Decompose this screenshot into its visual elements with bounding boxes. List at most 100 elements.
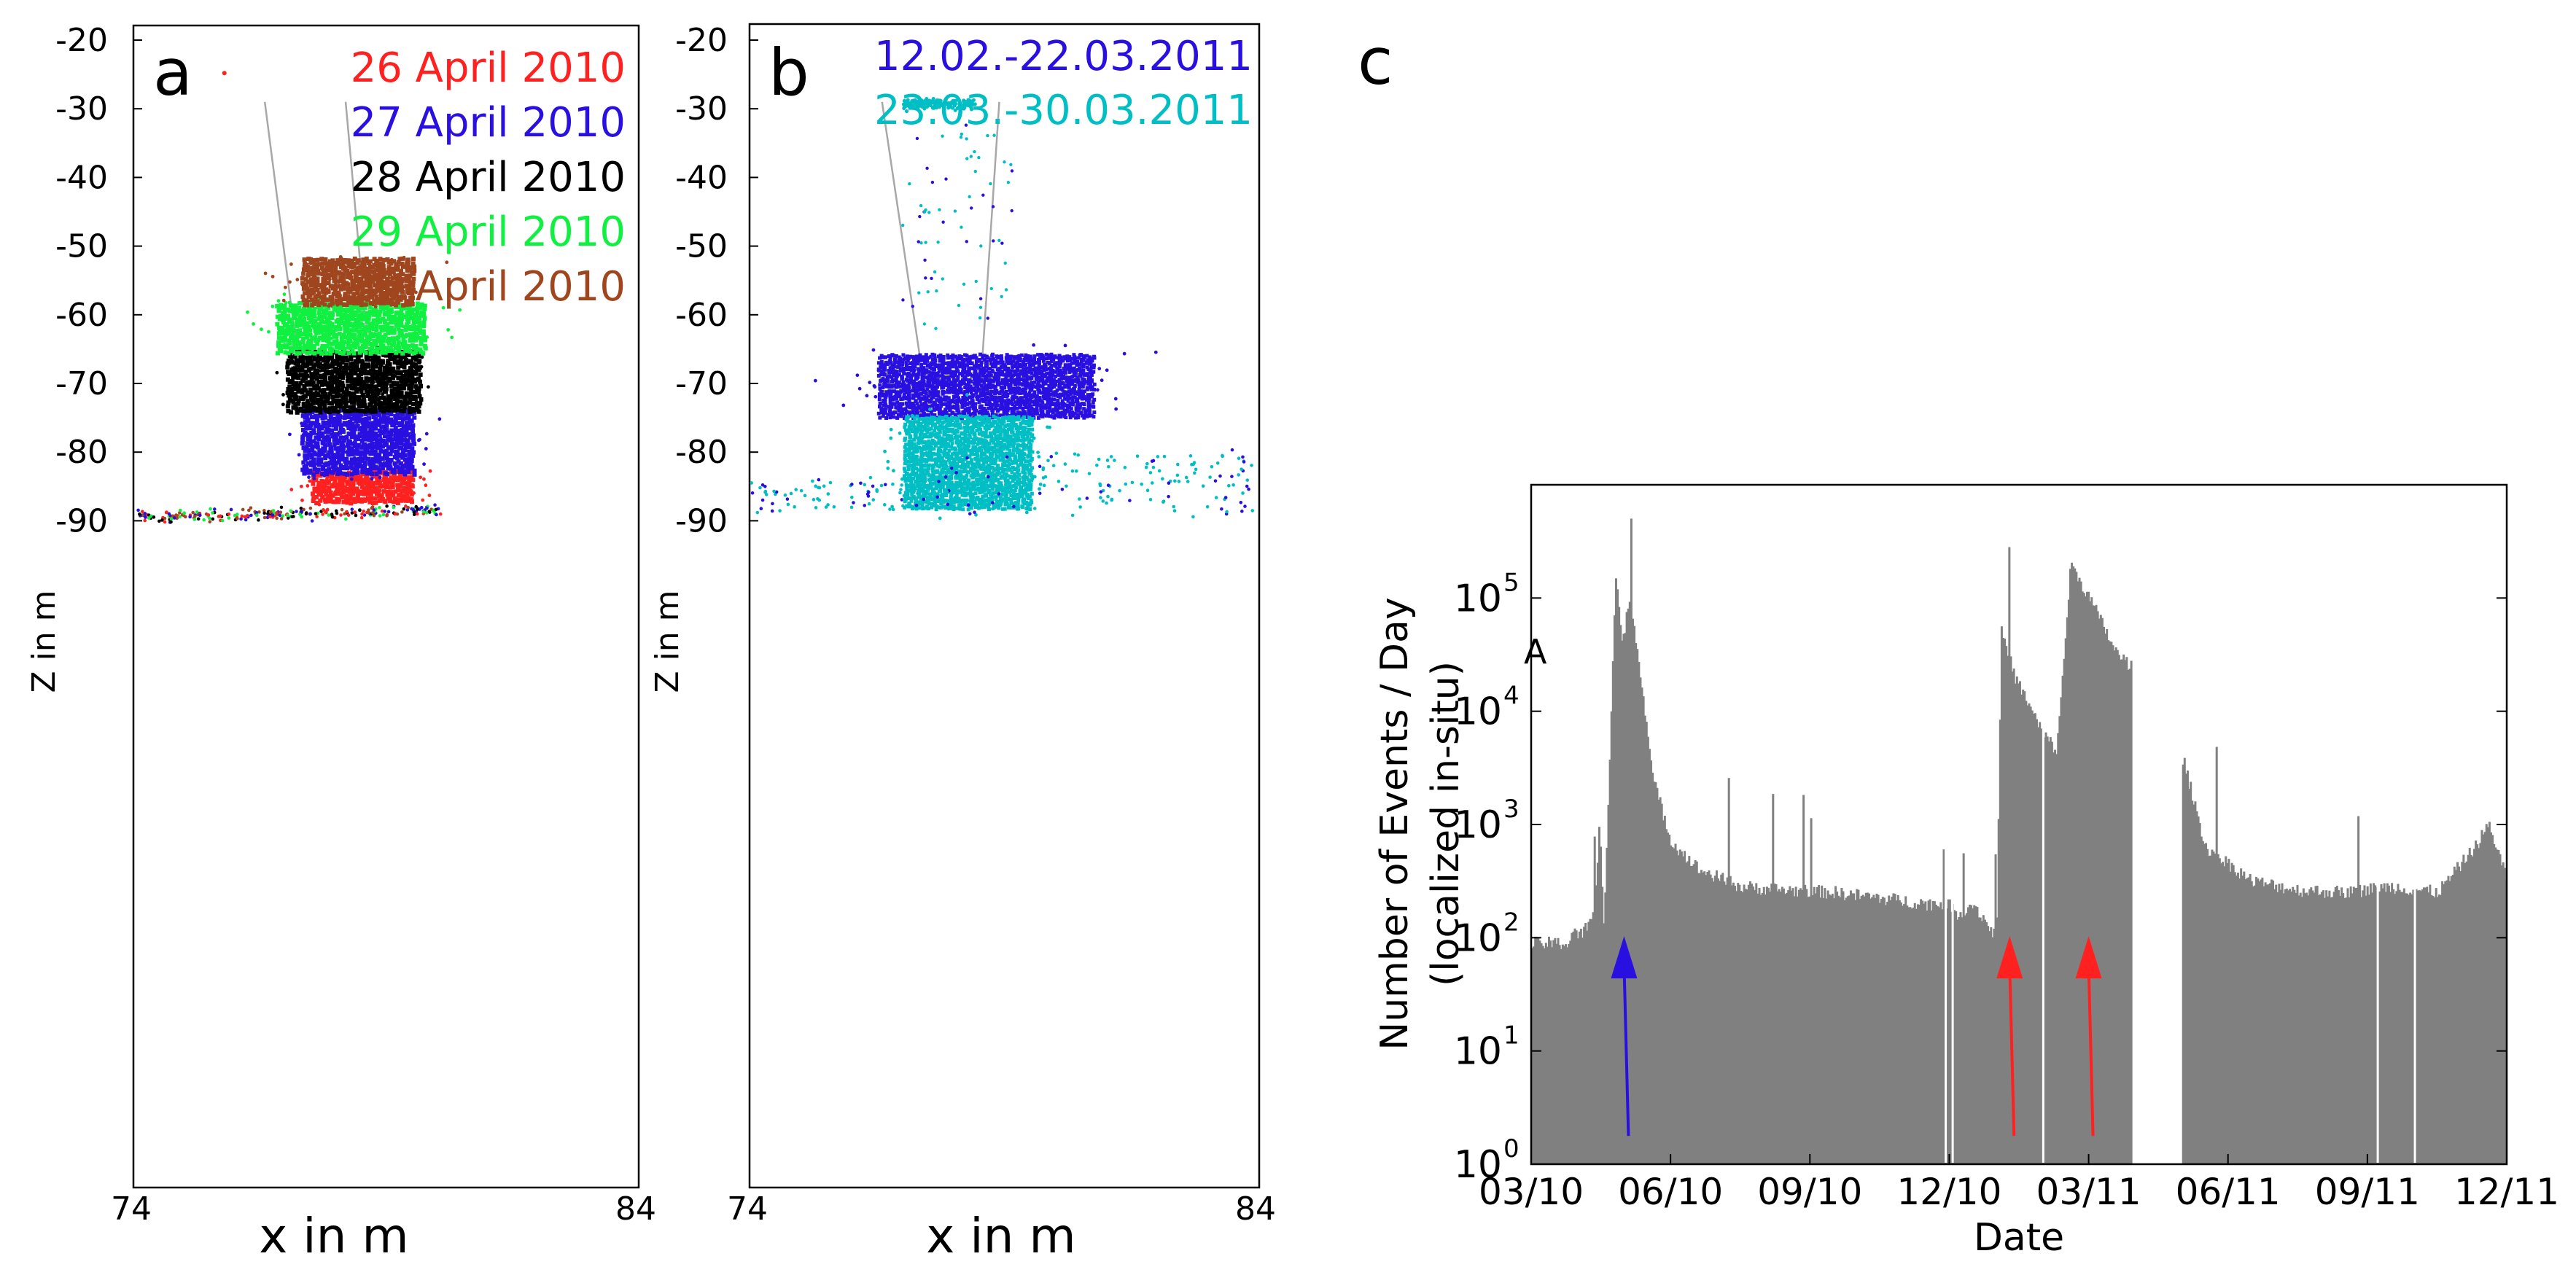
point (938, 363, 942, 367)
point (371, 466, 376, 471)
point (368, 331, 373, 336)
point (328, 351, 333, 356)
y-tick-label: -20 (55, 22, 108, 59)
point (1004, 356, 1008, 360)
point (362, 272, 367, 277)
point (887, 405, 891, 409)
point (377, 406, 381, 410)
point (890, 385, 894, 389)
point (289, 389, 295, 394)
point (1057, 359, 1062, 363)
point (394, 285, 399, 289)
point (979, 383, 984, 388)
point (330, 263, 335, 268)
point (329, 380, 334, 385)
point (308, 460, 314, 465)
point (357, 313, 362, 318)
point (289, 321, 295, 327)
point (918, 399, 922, 403)
point (322, 373, 327, 378)
point (413, 353, 419, 358)
point (418, 401, 423, 406)
point (300, 437, 306, 442)
point (396, 375, 401, 381)
point (1052, 409, 1057, 413)
point (1040, 410, 1045, 414)
point (319, 307, 323, 311)
point (314, 285, 319, 289)
point (1003, 367, 1007, 372)
point (311, 472, 316, 477)
point (1022, 387, 1026, 391)
point (954, 370, 958, 374)
point (394, 394, 398, 397)
point (333, 460, 338, 465)
point (329, 401, 334, 406)
point (336, 409, 341, 414)
point (390, 485, 395, 490)
point (358, 294, 363, 299)
point (381, 381, 386, 386)
point (327, 321, 332, 326)
point (381, 449, 386, 454)
point (315, 368, 320, 373)
point (303, 453, 308, 458)
point (1054, 403, 1058, 408)
point (901, 407, 906, 411)
point (325, 480, 330, 486)
point (360, 284, 365, 289)
point (371, 312, 376, 317)
point (359, 499, 364, 504)
point (373, 342, 378, 347)
point (322, 442, 326, 446)
point (1068, 364, 1073, 369)
point (968, 362, 973, 366)
point (346, 452, 351, 457)
point (349, 457, 354, 462)
point (330, 512, 334, 516)
point (946, 375, 951, 379)
point (375, 268, 379, 272)
point (349, 305, 354, 311)
point (319, 448, 324, 453)
point (359, 311, 365, 316)
point (402, 285, 405, 289)
point (349, 460, 353, 464)
point (382, 405, 387, 410)
point (1006, 373, 1011, 378)
point (1009, 380, 1013, 384)
point (349, 334, 354, 339)
point (1038, 403, 1043, 408)
point (327, 410, 332, 415)
point (1037, 390, 1041, 394)
point (977, 410, 981, 415)
point (963, 386, 968, 390)
point (327, 423, 332, 428)
point (400, 383, 405, 389)
point (334, 394, 339, 399)
point (1072, 361, 1076, 365)
point (308, 426, 313, 431)
point (946, 396, 951, 400)
point (309, 297, 314, 303)
point (326, 289, 331, 295)
point (370, 295, 375, 300)
point (876, 374, 881, 378)
point (305, 350, 310, 355)
point (208, 516, 211, 520)
point (981, 386, 985, 390)
point (339, 513, 343, 517)
point (295, 308, 299, 312)
point (919, 380, 923, 384)
point (959, 390, 963, 394)
point (341, 390, 346, 395)
point (359, 372, 364, 377)
point (372, 271, 377, 276)
point (310, 260, 315, 265)
point (370, 388, 375, 393)
point (275, 314, 280, 319)
point (327, 324, 331, 328)
point (402, 442, 406, 447)
point (308, 395, 314, 400)
point (327, 513, 331, 517)
